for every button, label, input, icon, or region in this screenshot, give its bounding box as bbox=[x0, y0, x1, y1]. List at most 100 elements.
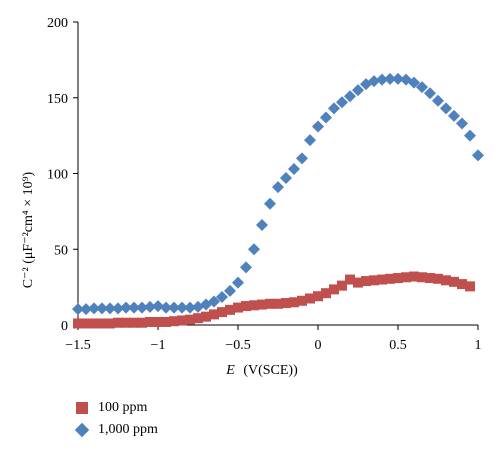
data-point-square bbox=[177, 315, 187, 326]
data-point-square bbox=[289, 297, 299, 308]
data-point-square bbox=[113, 317, 123, 328]
data-point-square bbox=[353, 277, 363, 288]
x-tick-label: −0.5 bbox=[225, 338, 250, 353]
data-point-square bbox=[401, 272, 411, 283]
data-point-diamond bbox=[440, 102, 452, 115]
data-point-diamond bbox=[176, 301, 188, 314]
data-point-diamond bbox=[120, 301, 132, 314]
data-point-diamond bbox=[456, 117, 468, 130]
data-point-diamond bbox=[88, 302, 100, 315]
data-point-square bbox=[89, 318, 99, 329]
data-point-square bbox=[337, 280, 347, 291]
data-point-square bbox=[273, 298, 283, 309]
data-point-square bbox=[417, 272, 427, 283]
x-axis-label: E (V(SCE)) bbox=[225, 363, 298, 378]
series-1 bbox=[72, 72, 484, 316]
data-point-diamond bbox=[248, 243, 260, 256]
data-point-square bbox=[105, 318, 115, 329]
ticks: −1.5 −1 −0.5 0 0.5 1 0 50 100 150 200 bbox=[47, 16, 482, 353]
data-point-square bbox=[457, 279, 467, 290]
data-point-diamond bbox=[128, 301, 140, 314]
data-point-diamond bbox=[112, 302, 124, 315]
data-point-diamond bbox=[392, 72, 404, 85]
x-axis-label-variable: E bbox=[225, 363, 235, 378]
data-point-square bbox=[129, 317, 139, 328]
y-tick-label: 100 bbox=[47, 168, 68, 183]
data-point-diamond bbox=[416, 81, 428, 94]
data-point-square bbox=[345, 274, 355, 285]
data-point-square bbox=[233, 302, 243, 313]
data-marks bbox=[72, 72, 484, 329]
data-point-square bbox=[441, 275, 451, 286]
data-point-square bbox=[409, 271, 419, 282]
x-axis-label-unit: (V(SCE)) bbox=[243, 363, 298, 378]
data-point-diamond bbox=[136, 301, 148, 314]
data-point-square bbox=[145, 316, 155, 327]
series-0 bbox=[73, 271, 475, 329]
data-point-diamond bbox=[368, 75, 380, 88]
data-point-diamond bbox=[328, 102, 340, 115]
data-point-square bbox=[321, 288, 331, 299]
data-point-square bbox=[425, 273, 435, 284]
y-tick-label: 50 bbox=[54, 243, 68, 258]
data-point-diamond bbox=[288, 162, 300, 175]
x-tick-label: 0.5 bbox=[389, 338, 407, 353]
legend-label: 100 ppm bbox=[98, 400, 148, 415]
legend-item-100ppm: 100 ppm bbox=[76, 397, 158, 419]
data-point-square bbox=[153, 316, 163, 327]
data-point-square bbox=[393, 273, 403, 284]
data-point-square bbox=[97, 318, 107, 329]
data-point-square bbox=[193, 313, 203, 324]
data-point-diamond bbox=[152, 300, 164, 313]
data-point-diamond bbox=[184, 301, 196, 314]
data-point-diamond bbox=[144, 300, 156, 313]
data-point-diamond bbox=[240, 261, 252, 274]
data-point-diamond bbox=[320, 111, 332, 124]
data-point-diamond bbox=[424, 87, 436, 100]
data-point-diamond bbox=[264, 197, 276, 210]
x-tick-label: −1 bbox=[151, 338, 166, 353]
x-tick-label: −1.5 bbox=[65, 338, 90, 353]
data-point-square bbox=[265, 298, 275, 309]
data-point-square bbox=[281, 298, 291, 309]
data-point-diamond bbox=[336, 96, 348, 109]
data-point-diamond bbox=[352, 84, 364, 97]
x-tick-label: 0 bbox=[315, 338, 322, 353]
data-point-diamond bbox=[168, 301, 180, 314]
data-point-square bbox=[249, 300, 259, 311]
y-tick-label: 0 bbox=[61, 319, 68, 334]
data-point-diamond bbox=[472, 149, 484, 162]
data-point-square bbox=[169, 316, 179, 327]
data-point-diamond bbox=[208, 295, 220, 308]
data-point-diamond bbox=[304, 134, 316, 147]
data-point-diamond bbox=[104, 302, 116, 315]
y-tick-label: 200 bbox=[47, 16, 68, 31]
data-point-diamond bbox=[344, 90, 356, 103]
legend: 100 ppm 1,000 ppm bbox=[74, 397, 158, 441]
y-axis-label: C⁻² (μF⁻²cm⁴ × 10⁹) bbox=[21, 171, 36, 288]
data-point-square bbox=[377, 274, 387, 285]
data-point-square bbox=[137, 317, 147, 328]
data-point-diamond bbox=[216, 290, 228, 303]
data-point-square bbox=[297, 295, 307, 306]
square-marker-icon bbox=[76, 402, 88, 414]
y-tick-label: 150 bbox=[47, 92, 68, 107]
data-point-diamond bbox=[272, 181, 284, 194]
data-point-square bbox=[385, 273, 395, 284]
data-point-diamond bbox=[224, 284, 236, 297]
data-point-square bbox=[465, 281, 475, 292]
data-point-square bbox=[361, 276, 371, 287]
data-point-square bbox=[369, 275, 379, 286]
data-point-square bbox=[241, 301, 251, 312]
data-point-square bbox=[313, 291, 323, 302]
data-point-diamond bbox=[384, 72, 396, 85]
data-point-square bbox=[185, 314, 195, 325]
data-point-diamond bbox=[376, 73, 388, 86]
diamond-marker-icon bbox=[74, 422, 90, 438]
data-point-diamond bbox=[232, 276, 244, 289]
data-point-square bbox=[121, 317, 131, 328]
data-point-diamond bbox=[80, 303, 92, 316]
data-point-diamond bbox=[160, 301, 172, 314]
data-point-square bbox=[161, 316, 171, 327]
